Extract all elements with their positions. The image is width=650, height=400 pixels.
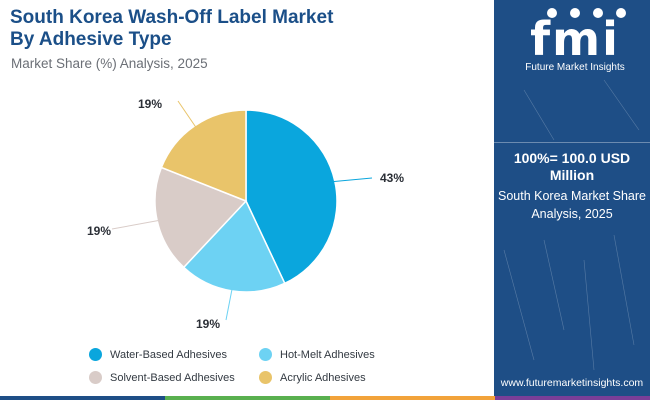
data-label: 19% xyxy=(87,224,111,238)
leader-line xyxy=(111,219,160,230)
legend-label: Water-Based Adhesives xyxy=(110,348,227,361)
legend-label: Acrylic Adhesives xyxy=(280,371,366,384)
info-sidebar: fmi Future Market Insights 100%= 100.0 U… xyxy=(494,0,650,400)
chart-title-line-2: By Adhesive Type xyxy=(10,29,172,50)
legend-item[interactable]: Solvent-Based Adhesives xyxy=(89,371,235,384)
bottom-bar-segment xyxy=(165,396,330,400)
total-market-value: 100%= 100.0 USD Million xyxy=(513,150,631,183)
market-share-description: South Korea Market Share Analysis, 2025 xyxy=(498,189,646,221)
data-label: 43% xyxy=(380,171,404,185)
pie-chart: 43% 19% 19% 19% xyxy=(87,97,404,331)
bottom-bar-segment xyxy=(495,396,650,400)
legend-label: Hot-Melt Adhesives xyxy=(280,348,375,361)
legend-item[interactable]: Acrylic Adhesives xyxy=(259,371,366,384)
logo-subtext: Future Market Insights xyxy=(525,62,625,73)
bottom-bar-segment xyxy=(330,396,495,400)
legend-item[interactable]: Water-Based Adhesives xyxy=(89,348,227,361)
bottom-bar-segment xyxy=(0,396,165,400)
chart-title-line-1: South Korea Wash-Off Label Market xyxy=(10,7,334,28)
legend-swatch xyxy=(259,348,272,361)
chart-subtitle: Market Share (%) Analysis, 2025 xyxy=(11,56,208,71)
data-label: 19% xyxy=(196,317,220,331)
leader-line xyxy=(225,288,233,321)
logo-text: fmi xyxy=(530,12,620,66)
sidebar-divider xyxy=(494,142,650,143)
legend-swatch xyxy=(89,348,102,361)
legend-item[interactable]: Hot-Melt Adhesives xyxy=(259,348,375,361)
bottom-color-bar xyxy=(0,396,650,400)
data-label: 19% xyxy=(138,97,162,111)
website-link[interactable]: www.futuremarketinsights.com xyxy=(500,377,644,389)
sidebar-texture xyxy=(503,79,640,371)
leader-line xyxy=(332,177,373,183)
legend-swatch xyxy=(89,371,102,384)
logo-icons xyxy=(547,8,626,18)
leader-line xyxy=(177,100,197,128)
legend-label: Solvent-Based Adhesives xyxy=(110,371,235,384)
legend-swatch xyxy=(259,371,272,384)
chart-title: South Korea Wash-Off Label Market By Adh… xyxy=(10,7,450,51)
fmi-logo[interactable]: fmi Future Market Insights xyxy=(512,6,638,74)
